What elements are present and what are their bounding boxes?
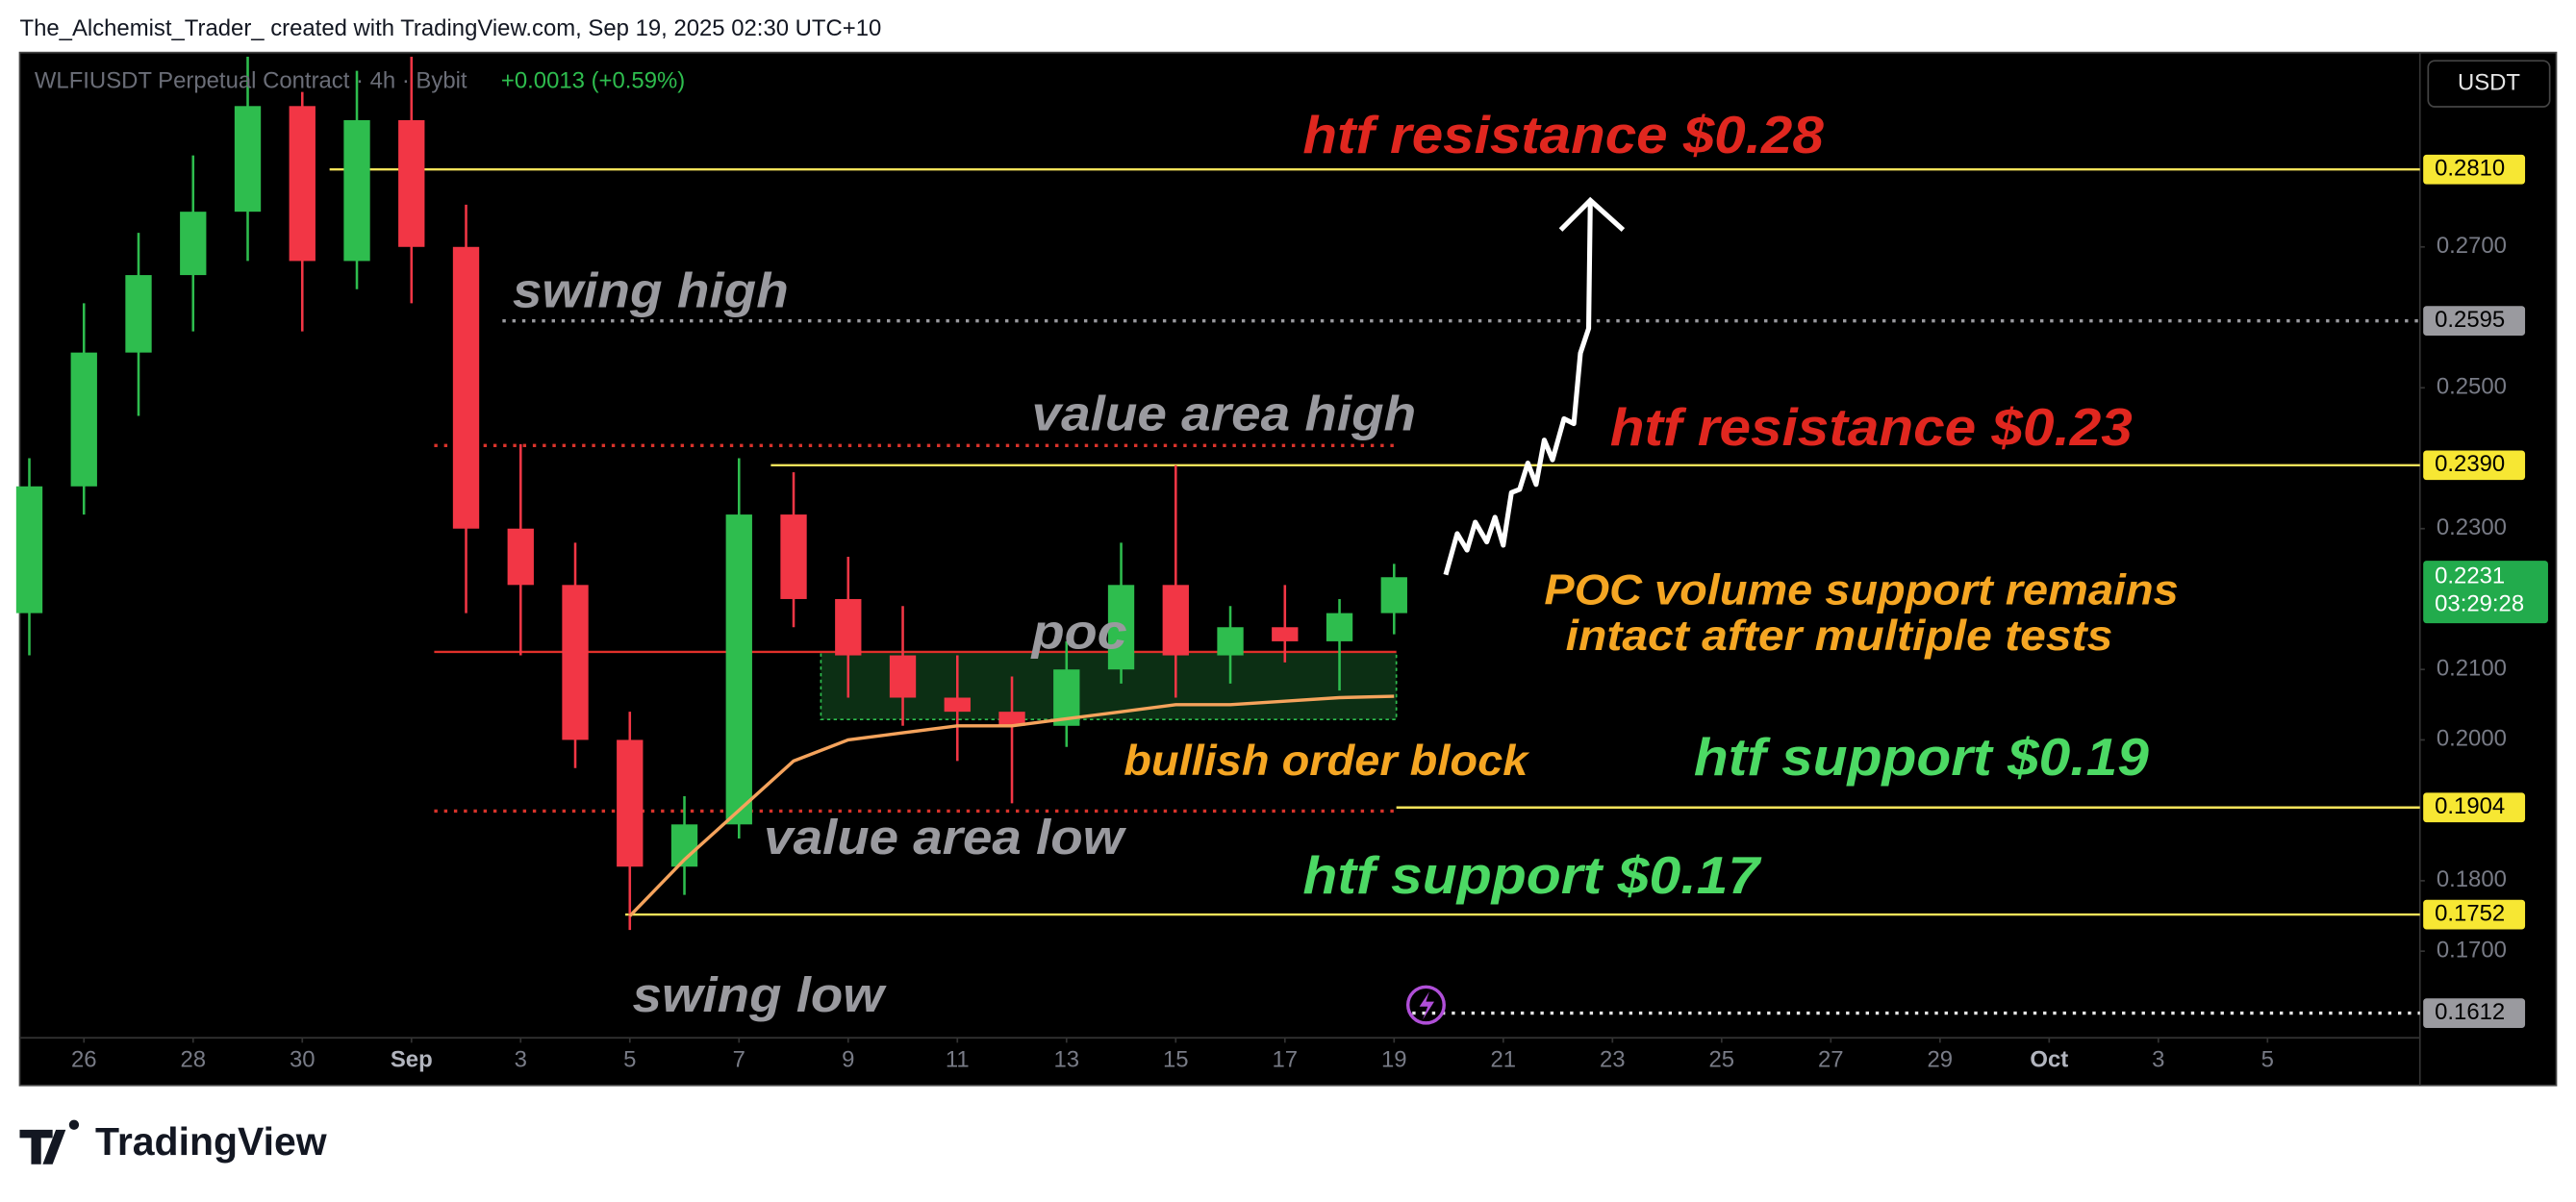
price-badge-text: 0.2595 bbox=[2435, 307, 2505, 333]
y-tick-label: 0.2100 bbox=[2437, 656, 2507, 682]
candle-body bbox=[1217, 627, 1244, 656]
candle-body bbox=[780, 514, 807, 599]
price-badge bbox=[2423, 899, 2526, 930]
x-tick-label: 27 bbox=[1818, 1046, 1844, 1072]
candle-body bbox=[725, 514, 752, 825]
y-tick-label: 0.2500 bbox=[2437, 374, 2507, 400]
x-tick-label: Sep bbox=[391, 1046, 433, 1072]
alert-bolt bbox=[1419, 991, 1435, 1020]
x-tick-label: 26 bbox=[71, 1046, 97, 1072]
annotation: value area low bbox=[764, 810, 1126, 864]
annotation: htf support $0.19 bbox=[1694, 728, 2150, 787]
x-tick-label: 5 bbox=[623, 1046, 636, 1072]
price-badge-text: 0.1904 bbox=[2435, 793, 2505, 819]
candle-body bbox=[234, 106, 262, 213]
annotation: POC volume support remains bbox=[1544, 566, 2178, 614]
candle-body bbox=[617, 739, 644, 867]
y-tick-label: 0.1800 bbox=[2437, 866, 2507, 892]
price-badge bbox=[2423, 154, 2526, 185]
x-tick-label: 17 bbox=[1273, 1046, 1299, 1072]
logo-mark bbox=[19, 1119, 80, 1164]
alert-icon[interactable] bbox=[1405, 985, 1446, 1025]
candle-body bbox=[125, 275, 152, 353]
candle-body bbox=[944, 697, 971, 713]
y-tick-label: 0.2700 bbox=[2437, 233, 2507, 259]
moving-average bbox=[628, 694, 1395, 917]
projection-arrow bbox=[1443, 203, 1593, 576]
x-tick-label: 25 bbox=[1709, 1046, 1735, 1072]
x-tick-label: 30 bbox=[290, 1046, 316, 1072]
candle-body bbox=[835, 598, 862, 656]
price-badge-text: 0.2390 bbox=[2435, 451, 2505, 477]
x-tick-label: 3 bbox=[2152, 1046, 2164, 1072]
annotation: htf resistance $0.23 bbox=[1610, 398, 2133, 457]
candle-body bbox=[398, 119, 425, 247]
candle-body bbox=[343, 119, 370, 262]
x-tick-label: 3 bbox=[515, 1046, 527, 1072]
last-price-badge bbox=[2423, 561, 2548, 624]
x-tick-label: 11 bbox=[946, 1046, 970, 1072]
candle-body bbox=[1272, 627, 1299, 641]
header: The_Alchemist_Trader_ created with Tradi… bbox=[19, 15, 881, 41]
candle-body bbox=[180, 212, 207, 276]
annotation: htf support $0.17 bbox=[1302, 846, 1762, 905]
arrow-head bbox=[1558, 196, 1626, 232]
candle-body bbox=[15, 486, 43, 614]
x-tick-label: 13 bbox=[1053, 1046, 1079, 1072]
last-price-text: 0.2231 bbox=[2435, 563, 2505, 589]
annotation: bullish order block bbox=[1124, 738, 1530, 785]
annotation: swing low bbox=[633, 967, 888, 1022]
x-tick-label: 5 bbox=[2261, 1046, 2274, 1072]
y-tick-label: 0.2300 bbox=[2437, 514, 2507, 540]
annotation: swing high bbox=[513, 263, 789, 317]
candle-body bbox=[998, 712, 1025, 726]
x-tick-label: 15 bbox=[1163, 1046, 1189, 1072]
currency-label: USDT bbox=[2458, 69, 2520, 95]
x-tick-label: 28 bbox=[180, 1046, 206, 1072]
candle-body bbox=[889, 655, 917, 698]
candle-body bbox=[452, 246, 480, 529]
price-change: +0.0013 (+0.59%) bbox=[501, 68, 685, 94]
price-badge bbox=[2423, 998, 2526, 1028]
countdown-text: 03:29:28 bbox=[2435, 591, 2524, 617]
price-badge bbox=[2423, 792, 2526, 823]
plot bbox=[15, 57, 2420, 1015]
price-badge bbox=[2423, 306, 2526, 337]
candle-body bbox=[289, 106, 316, 262]
x-tick-label: Oct bbox=[2030, 1046, 2068, 1072]
price-badge-text: 0.2810 bbox=[2435, 156, 2505, 182]
x-tick-label: 19 bbox=[1381, 1046, 1407, 1072]
candle-body bbox=[1107, 585, 1135, 670]
x-tick-label: 21 bbox=[1491, 1046, 1517, 1072]
annotation: poc bbox=[1029, 605, 1126, 660]
annotation: intact after multiple tests bbox=[1566, 613, 2113, 660]
candle-body bbox=[1380, 577, 1407, 614]
x-tick-label: 29 bbox=[1928, 1046, 1954, 1072]
price-badge bbox=[2423, 450, 2526, 481]
x-tick-label: 7 bbox=[733, 1046, 745, 1072]
currency-button[interactable] bbox=[2427, 60, 2551, 108]
candle-body bbox=[1162, 585, 1189, 656]
y-tick-label: 0.2000 bbox=[2437, 726, 2507, 752]
candle-body bbox=[507, 528, 534, 586]
candle-body bbox=[70, 352, 97, 487]
x-tick-label: 9 bbox=[842, 1046, 854, 1072]
annotation: htf resistance $0.28 bbox=[1302, 106, 1824, 164]
chart-background bbox=[18, 51, 2558, 1087]
footer-logo: TradingView bbox=[95, 1119, 327, 1164]
candle-body bbox=[1326, 613, 1353, 641]
candle-body bbox=[562, 585, 589, 740]
annotation: value area high bbox=[1032, 386, 1417, 440]
x-tick-label: 23 bbox=[1600, 1046, 1626, 1072]
symbol-legend: WLFIUSDT Perpetual Contract · 4h · Bybit bbox=[35, 68, 467, 94]
price-badge-text: 0.1752 bbox=[2435, 900, 2505, 926]
price-badge-text: 0.1612 bbox=[2435, 999, 2505, 1025]
y-tick-label: 0.1700 bbox=[2437, 937, 2507, 963]
